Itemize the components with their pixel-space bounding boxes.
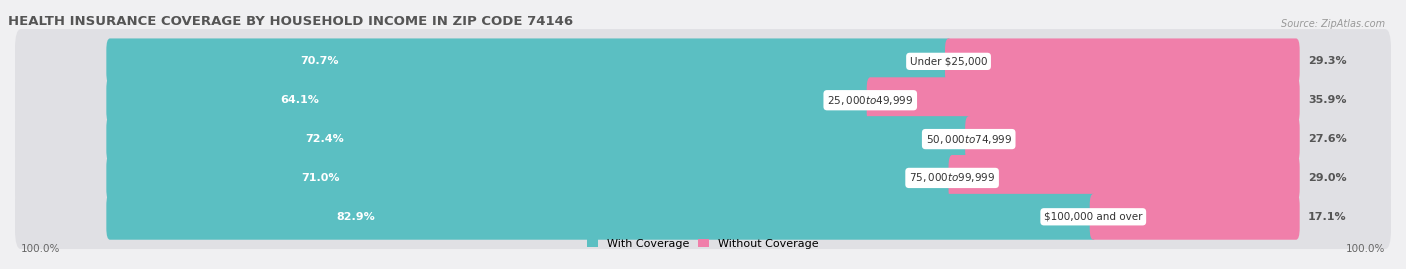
Text: Under $25,000: Under $25,000 bbox=[910, 56, 987, 66]
FancyBboxPatch shape bbox=[1090, 194, 1299, 240]
Text: 17.1%: 17.1% bbox=[1308, 212, 1347, 222]
FancyBboxPatch shape bbox=[15, 107, 1391, 171]
Text: 82.9%: 82.9% bbox=[336, 212, 375, 222]
FancyBboxPatch shape bbox=[107, 38, 952, 84]
Text: 27.6%: 27.6% bbox=[1308, 134, 1347, 144]
FancyBboxPatch shape bbox=[949, 155, 1299, 201]
Text: 70.7%: 70.7% bbox=[301, 56, 339, 66]
FancyBboxPatch shape bbox=[866, 77, 1299, 123]
FancyBboxPatch shape bbox=[107, 155, 956, 201]
Text: 29.0%: 29.0% bbox=[1308, 173, 1347, 183]
Text: HEALTH INSURANCE COVERAGE BY HOUSEHOLD INCOME IN ZIP CODE 74146: HEALTH INSURANCE COVERAGE BY HOUSEHOLD I… bbox=[8, 15, 574, 28]
FancyBboxPatch shape bbox=[945, 38, 1299, 84]
Legend: With Coverage, Without Coverage: With Coverage, Without Coverage bbox=[588, 239, 818, 249]
FancyBboxPatch shape bbox=[107, 77, 873, 123]
Text: $100,000 and over: $100,000 and over bbox=[1045, 212, 1143, 222]
FancyBboxPatch shape bbox=[15, 185, 1391, 249]
Text: 29.3%: 29.3% bbox=[1308, 56, 1347, 66]
Text: 100.0%: 100.0% bbox=[1346, 244, 1385, 254]
Text: $25,000 to $49,999: $25,000 to $49,999 bbox=[827, 94, 914, 107]
Text: 71.0%: 71.0% bbox=[301, 173, 340, 183]
Text: 35.9%: 35.9% bbox=[1308, 95, 1347, 105]
FancyBboxPatch shape bbox=[15, 29, 1391, 94]
Text: Source: ZipAtlas.com: Source: ZipAtlas.com bbox=[1281, 19, 1385, 29]
Text: 100.0%: 100.0% bbox=[21, 244, 60, 254]
FancyBboxPatch shape bbox=[965, 116, 1299, 162]
FancyBboxPatch shape bbox=[107, 116, 973, 162]
Text: $50,000 to $74,999: $50,000 to $74,999 bbox=[925, 133, 1012, 146]
FancyBboxPatch shape bbox=[107, 194, 1097, 240]
Text: 72.4%: 72.4% bbox=[305, 134, 344, 144]
FancyBboxPatch shape bbox=[15, 146, 1391, 210]
Text: 64.1%: 64.1% bbox=[281, 95, 319, 105]
Text: $75,000 to $99,999: $75,000 to $99,999 bbox=[908, 171, 995, 185]
FancyBboxPatch shape bbox=[15, 68, 1391, 132]
